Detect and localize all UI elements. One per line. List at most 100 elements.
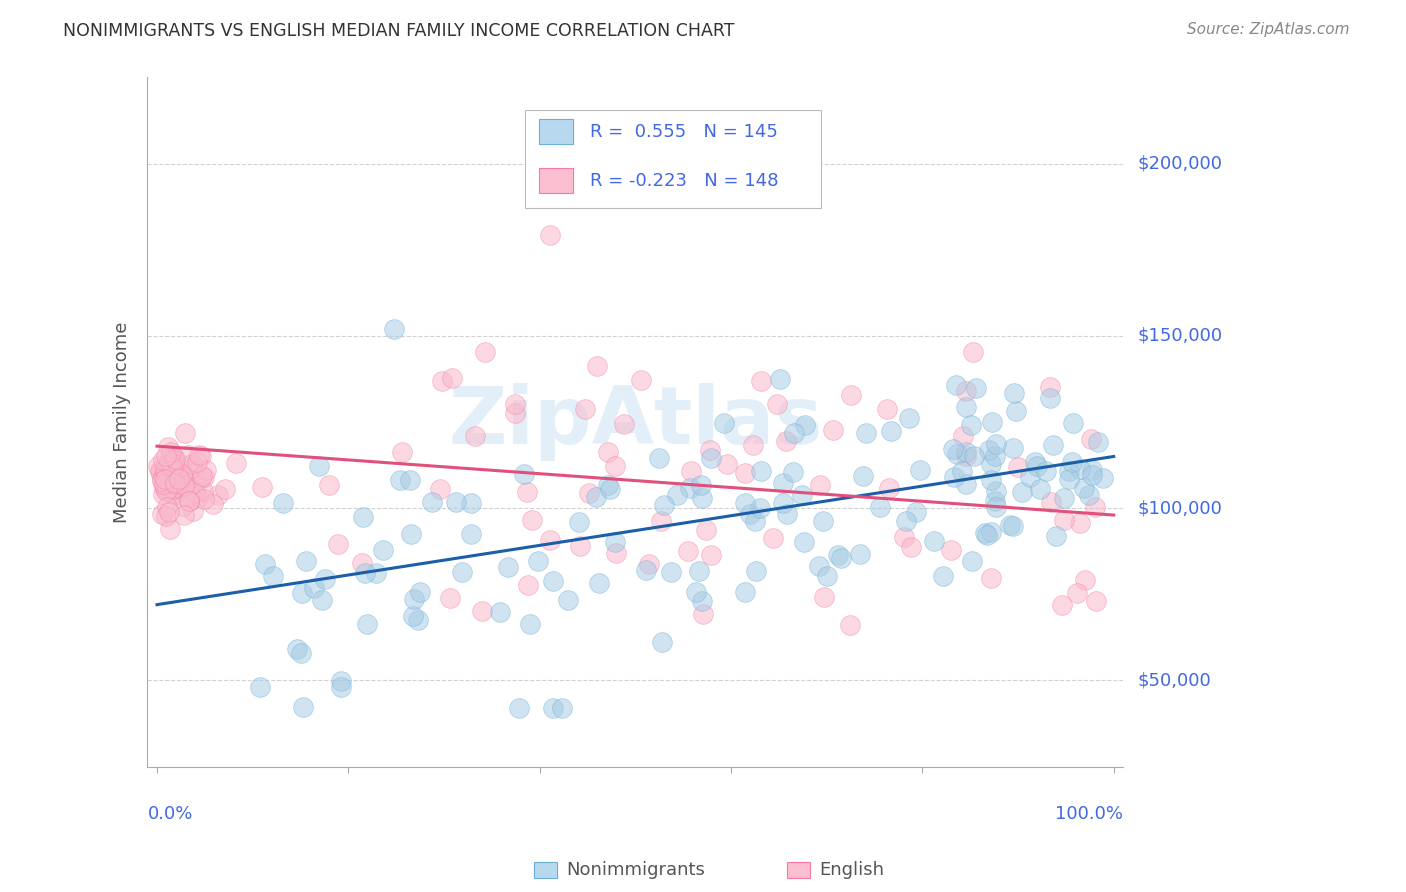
Point (1019, 469, 1042, 483)
Point (962, 345, 984, 359)
Point (955, 445, 977, 459)
Point (1060, 455, 1083, 469)
Point (695, 523, 717, 537)
Point (285, 642, 308, 657)
Point (399, 473, 422, 487)
Point (855, 426, 877, 441)
Point (515, 485, 537, 500)
Point (170, 467, 193, 482)
Point (772, 475, 794, 490)
Point (955, 384, 977, 399)
Point (262, 569, 284, 583)
Point (946, 447, 969, 461)
Point (157, 506, 180, 520)
Point (1084, 500, 1107, 515)
Point (201, 497, 224, 511)
Point (156, 483, 179, 497)
Point (522, 513, 544, 527)
Point (659, 565, 682, 579)
Point (1069, 516, 1091, 530)
Point (823, 423, 845, 437)
Point (153, 463, 176, 477)
Point (699, 443, 721, 458)
Point (430, 374, 453, 388)
Point (984, 493, 1007, 508)
Point (716, 458, 738, 472)
Point (1077, 488, 1099, 502)
Point (160, 487, 183, 501)
Point (1052, 598, 1074, 612)
Point (585, 491, 607, 505)
Point (965, 380, 987, 394)
Point (568, 515, 591, 529)
Point (439, 591, 461, 606)
Point (167, 472, 190, 486)
Text: R = -0.223   N = 148: R = -0.223 N = 148 (591, 172, 779, 190)
Point (749, 375, 772, 389)
Point (775, 434, 797, 448)
Point (169, 481, 191, 495)
Point (519, 617, 541, 632)
Point (827, 549, 849, 563)
Point (157, 479, 180, 493)
Point (955, 401, 977, 415)
Point (409, 585, 432, 599)
Point (471, 604, 494, 618)
Text: Nonimmigrants: Nonimmigrants (567, 861, 706, 879)
Point (793, 534, 815, 549)
Point (813, 590, 835, 604)
Point (1011, 484, 1033, 499)
Point (776, 508, 799, 522)
Point (187, 448, 209, 462)
Point (650, 514, 672, 528)
Point (1002, 385, 1025, 400)
Point (976, 528, 998, 542)
Point (187, 490, 209, 504)
Point (354, 566, 377, 580)
Point (356, 617, 378, 632)
Point (738, 508, 761, 522)
Point (460, 526, 482, 541)
Point (638, 557, 661, 571)
Point (163, 454, 186, 468)
Point (943, 469, 966, 483)
Point (1081, 463, 1104, 477)
Point (364, 566, 387, 581)
Point (1053, 491, 1076, 506)
Point (849, 547, 872, 561)
Point (922, 534, 945, 549)
Point (153, 480, 176, 494)
Point (794, 418, 817, 433)
Text: R =  0.555   N = 145: R = 0.555 N = 145 (591, 123, 778, 141)
Point (896, 514, 918, 528)
Point (160, 475, 183, 490)
Point (636, 563, 658, 577)
Point (749, 501, 772, 516)
Point (195, 462, 218, 476)
Point (167, 465, 190, 479)
Point (596, 444, 619, 458)
Point (665, 488, 688, 502)
Point (406, 613, 429, 627)
Point (157, 454, 180, 468)
Point (839, 618, 862, 632)
Point (1029, 482, 1052, 496)
Point (446, 495, 468, 509)
Point (290, 646, 312, 660)
Point (162, 450, 184, 465)
Point (179, 462, 201, 476)
Point (1026, 459, 1049, 474)
Point (807, 558, 830, 573)
Point (250, 480, 273, 494)
Point (402, 609, 425, 624)
Point (389, 473, 412, 487)
Point (193, 469, 215, 483)
Point (207, 488, 229, 502)
Point (986, 500, 1008, 515)
Point (998, 517, 1021, 532)
Point (586, 359, 609, 374)
Point (162, 463, 184, 477)
Point (474, 344, 496, 359)
Point (399, 526, 422, 541)
Point (350, 556, 373, 570)
